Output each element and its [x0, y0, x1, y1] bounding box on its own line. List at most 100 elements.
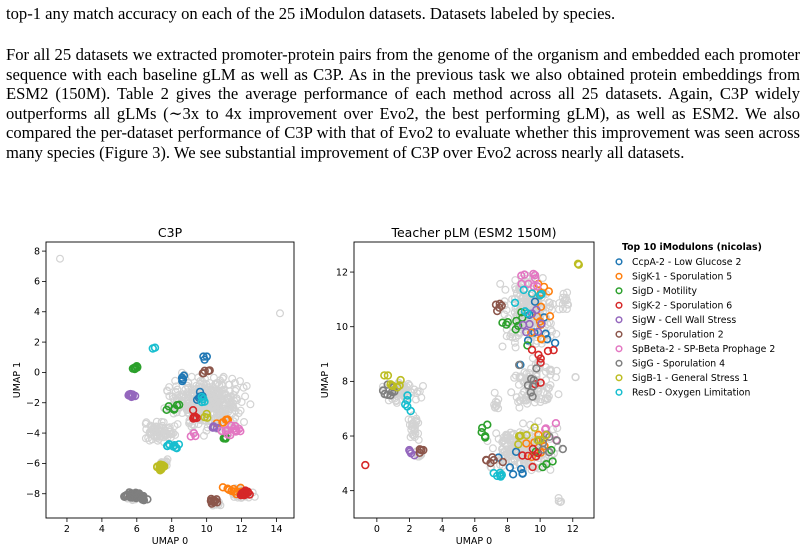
axes-frame — [353, 241, 595, 519]
x-tick-label: 2 — [64, 524, 70, 535]
background-point — [192, 381, 201, 390]
background-point — [170, 422, 179, 431]
x-tick-label: 4 — [439, 524, 445, 535]
background-point — [502, 306, 511, 315]
background-point — [160, 431, 169, 440]
legend-label: ResD - Oxygen Limitation — [632, 388, 750, 399]
background-point — [500, 440, 509, 449]
points-layer — [361, 259, 583, 507]
background-point — [236, 406, 245, 415]
series-2-point — [511, 325, 520, 334]
legend: Top 10 iModulons (nicolas) CcpA-2 - Low G… — [615, 242, 775, 399]
background-point — [152, 417, 161, 426]
series-6-point — [529, 282, 538, 291]
background-point — [552, 329, 561, 338]
legend-marker — [615, 330, 623, 338]
legend-label: SigB-1 - General Stress 1 — [632, 373, 748, 384]
x-axis-label: UMAP 0 — [456, 536, 492, 547]
series-8-point — [541, 430, 551, 440]
background-point — [499, 452, 508, 461]
series-7-point — [526, 374, 536, 384]
background-point — [188, 389, 197, 398]
y-tick-label: −6 — [26, 459, 40, 470]
series-9-point — [519, 285, 528, 295]
background-point — [241, 392, 250, 401]
background-point — [511, 371, 520, 380]
background-point — [527, 364, 536, 373]
series-2-point — [523, 341, 532, 350]
series-8-point — [514, 440, 523, 449]
series-4-point — [209, 422, 218, 431]
background-point — [555, 305, 564, 314]
background-point — [215, 381, 224, 390]
background-point — [403, 386, 412, 395]
y-tick-label: 8 — [34, 246, 40, 257]
series-1-point — [536, 334, 546, 343]
background-point — [571, 373, 580, 382]
legend-label: SigD - Motility — [632, 286, 698, 297]
legend-label: SigE - Sporulation 2 — [632, 330, 724, 341]
background-point — [404, 415, 413, 424]
y-tick-label: 12 — [336, 267, 348, 278]
axes-frame — [45, 241, 295, 519]
series-6-point — [530, 274, 540, 283]
background-point — [546, 465, 555, 474]
legend-label: SigK-1 - Sporulation 5 — [632, 272, 732, 283]
background-point — [541, 363, 550, 372]
background-point — [157, 423, 166, 432]
series-2-point — [133, 363, 142, 372]
series-3-point — [527, 345, 537, 355]
legend-marker — [615, 287, 623, 295]
series-6-point — [221, 426, 230, 436]
series-9-point — [489, 468, 498, 478]
y-axis-label: UMAP 1 — [12, 362, 23, 398]
background-point — [228, 374, 237, 383]
legend-label: SpBeta-2 - SP-Beta Prophage 2 — [632, 344, 775, 355]
series-9-point — [148, 344, 158, 353]
series-7-point — [514, 360, 524, 370]
background-point — [500, 310, 509, 319]
series-0-point — [202, 352, 212, 361]
caption-tail: top-1 any match accuracy on each of the … — [6, 4, 616, 23]
background-point — [378, 382, 387, 391]
series-3-point — [543, 346, 553, 356]
series-5-point — [212, 495, 221, 504]
series-2-point — [170, 404, 179, 413]
series-1-point — [545, 311, 555, 321]
x-tick-label: 8 — [504, 524, 510, 535]
plot-title: C3P — [158, 225, 183, 240]
series-1-point — [224, 485, 234, 494]
x-tick-label: 4 — [99, 524, 105, 535]
x-tick-label: 14 — [270, 524, 282, 535]
legend-title: Top 10 iModulons (nicolas) — [622, 242, 762, 253]
background-point — [514, 398, 523, 407]
series-4-point — [532, 305, 541, 315]
series-6-point — [551, 419, 561, 428]
y-tick-label: 4 — [342, 486, 348, 497]
legend-marker — [615, 301, 623, 309]
series-4-point — [406, 449, 416, 458]
series-8-point — [536, 435, 545, 445]
y-tick-label: 2 — [34, 337, 40, 348]
series-7-point — [143, 495, 152, 504]
x-tick-label: 2 — [406, 524, 412, 535]
background-point — [172, 382, 181, 391]
x-tick-label: 12 — [567, 524, 579, 535]
series-0-point — [516, 464, 526, 474]
y-tick-label: −8 — [26, 489, 40, 500]
series-7-point — [383, 390, 392, 400]
background-point — [488, 444, 497, 453]
background-point — [219, 372, 228, 381]
series-3-point — [192, 413, 202, 423]
background-point — [501, 285, 510, 294]
x-axis-label: UMAP 0 — [152, 536, 188, 547]
background-point — [200, 380, 209, 389]
background-point — [532, 333, 541, 342]
background-point — [557, 497, 566, 506]
background-point — [563, 288, 572, 297]
series-9-point — [527, 289, 537, 298]
background-point — [150, 427, 159, 436]
y-axis-label: UMAP 1 — [320, 362, 331, 398]
series-9-point — [170, 441, 179, 450]
